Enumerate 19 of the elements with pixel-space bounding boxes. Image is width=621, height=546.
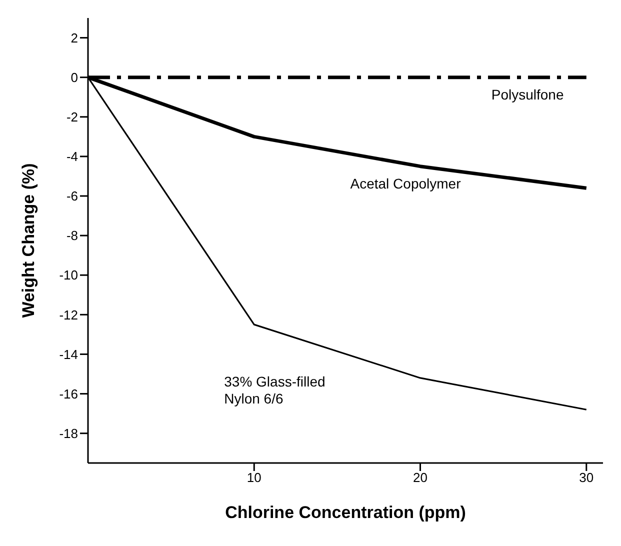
y-tick-label: 0 (70, 70, 78, 85)
y-tick-label: -8 (66, 228, 78, 244)
y-tick-label: -2 (66, 110, 78, 125)
y-tick-label: -4 (66, 149, 78, 164)
x-tick-label: 10 (246, 470, 262, 486)
series-label: 33% Glass-filled Nylon 6/6 (224, 374, 326, 407)
x-axis-title: Chlorine Concentration (ppm) (225, 503, 466, 522)
y-tick-label: -12 (59, 307, 78, 322)
y-tick-label: -18 (59, 426, 78, 441)
y-tick-label: -6 (66, 188, 78, 204)
y-tick-label: -14 (59, 346, 78, 362)
y-axis-title: Weight Change (%) (19, 163, 38, 318)
series-label: Acetal Copolymer (350, 175, 462, 192)
x-tick-label: 30 (579, 470, 594, 486)
x-tick-label: 20 (413, 470, 428, 486)
y-tick-label: 2 (70, 30, 78, 46)
y-tick-label: -10 (59, 268, 78, 283)
y-tick-label: -16 (59, 386, 78, 402)
series-label: Polysulfone (491, 86, 564, 102)
